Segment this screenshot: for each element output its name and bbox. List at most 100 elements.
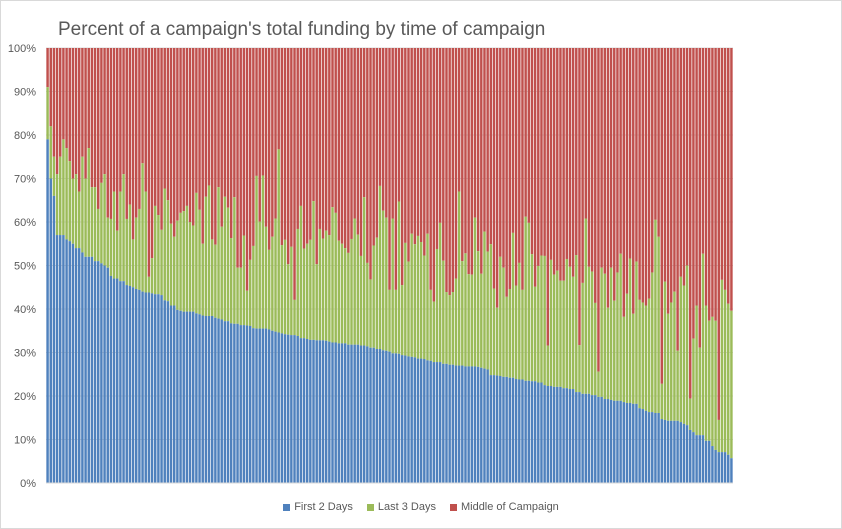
bar-middle-of-campaign xyxy=(350,48,353,239)
bar-last-3-days xyxy=(169,223,173,306)
bar-middle-of-campaign xyxy=(150,48,154,259)
bar-last-3-days xyxy=(138,208,141,290)
legend-label: Middle of Campaign xyxy=(460,501,559,513)
bar-middle-of-campaign xyxy=(442,48,445,261)
bar-middle-of-campaign xyxy=(128,48,132,205)
bar-last-3-days xyxy=(530,254,534,382)
bar-last-3-days xyxy=(723,289,727,453)
bar-last-3-days xyxy=(385,217,388,351)
bar-last-3-days xyxy=(429,289,432,361)
bar-middle-of-campaign xyxy=(419,48,423,243)
bar-middle-of-campaign xyxy=(157,48,160,216)
bar-middle-of-campaign xyxy=(492,48,496,289)
bar-last-3-days xyxy=(157,215,160,295)
bar-first-2-days xyxy=(518,379,521,483)
bar-last-3-days xyxy=(112,191,116,279)
bar-middle-of-campaign xyxy=(635,48,638,262)
bar-last-3-days xyxy=(176,220,179,310)
y-tick-label: 20% xyxy=(14,391,36,403)
bar-last-3-days xyxy=(236,267,239,324)
bar-middle-of-campaign xyxy=(52,48,56,157)
bar-last-3-days xyxy=(109,218,113,276)
bar-middle-of-campaign xyxy=(283,48,287,240)
bar-first-2-days xyxy=(293,335,296,483)
bar-middle-of-campaign xyxy=(239,48,242,268)
bar-middle-of-campaign xyxy=(106,48,109,218)
bar-first-2-days xyxy=(442,363,445,483)
bar-last-3-days xyxy=(125,218,128,286)
bar-first-2-days xyxy=(578,392,581,483)
bar-first-2-days xyxy=(647,412,651,483)
bar-last-3-days xyxy=(704,305,708,441)
bar-middle-of-campaign xyxy=(356,48,360,235)
bar-middle-of-campaign xyxy=(277,48,280,150)
bar-first-2-days xyxy=(527,380,531,483)
bar-first-2-days xyxy=(632,403,635,483)
bar-first-2-days xyxy=(207,315,211,483)
bar-last-3-days xyxy=(404,242,407,356)
bar-last-3-days xyxy=(49,126,52,179)
bar-first-2-days xyxy=(71,243,75,483)
bar-last-3-days xyxy=(609,267,613,400)
bar-first-2-days xyxy=(157,294,160,483)
bar-first-2-days xyxy=(353,344,356,483)
bar-middle-of-campaign xyxy=(413,48,417,245)
bar-first-2-days xyxy=(100,263,103,483)
bar-first-2-days xyxy=(495,375,499,483)
bar-first-2-days xyxy=(242,325,246,483)
bar-first-2-days xyxy=(46,139,49,483)
bar-first-2-days xyxy=(613,400,616,483)
bar-middle-of-campaign xyxy=(708,48,711,321)
bar-last-3-days xyxy=(100,182,103,264)
bar-last-3-days xyxy=(461,261,464,366)
bar-first-2-days xyxy=(350,344,353,483)
bar-middle-of-campaign xyxy=(524,48,527,217)
bar-middle-of-campaign xyxy=(556,48,559,271)
bar-first-2-days xyxy=(220,319,223,483)
bar-middle-of-campaign xyxy=(451,48,455,293)
bar-first-2-days xyxy=(274,331,277,483)
bar-middle-of-campaign xyxy=(530,48,534,255)
bar-first-2-days xyxy=(625,402,629,483)
bar-middle-of-campaign xyxy=(426,48,429,234)
bar-middle-of-campaign xyxy=(78,48,81,192)
bar-middle-of-campaign xyxy=(467,48,470,275)
bar-first-2-days xyxy=(730,458,733,483)
bar-middle-of-campaign xyxy=(404,48,407,243)
bar-middle-of-campaign xyxy=(195,48,198,193)
bar-first-2-days xyxy=(670,420,673,483)
bar-last-3-days xyxy=(679,276,682,423)
bar-middle-of-campaign xyxy=(616,48,619,273)
bar-last-3-days xyxy=(55,174,59,236)
bar-middle-of-campaign xyxy=(375,48,379,238)
bar-first-2-days xyxy=(255,328,258,483)
bar-middle-of-campaign xyxy=(115,48,119,231)
bar-first-2-days xyxy=(331,342,334,483)
bar-last-3-days xyxy=(220,226,223,320)
bar-last-3-days xyxy=(486,251,489,370)
bar-last-3-days xyxy=(359,255,363,346)
bar-first-2-days xyxy=(717,452,720,483)
bar-middle-of-campaign xyxy=(540,48,543,256)
bar-first-2-days xyxy=(347,344,350,483)
bar-first-2-days xyxy=(666,420,670,483)
bar-first-2-days xyxy=(106,267,109,483)
bar-middle-of-campaign xyxy=(271,48,274,237)
bar-first-2-days xyxy=(318,340,322,483)
bar-last-3-days xyxy=(426,233,429,361)
bar-middle-of-campaign xyxy=(100,48,103,183)
bar-last-3-days xyxy=(274,218,277,332)
bar-last-3-days xyxy=(708,320,711,441)
bar-last-3-days xyxy=(318,228,322,341)
bar-last-3-days xyxy=(568,266,572,390)
bar-last-3-days xyxy=(480,273,483,368)
bar-first-2-days xyxy=(711,446,714,483)
bar-middle-of-campaign xyxy=(334,48,337,213)
bar-last-3-days xyxy=(473,217,477,367)
bar-last-3-days xyxy=(59,156,62,236)
bar-middle-of-campaign xyxy=(131,48,135,240)
bar-last-3-days xyxy=(305,243,309,340)
bar-middle-of-campaign xyxy=(166,48,170,201)
bar-first-2-days xyxy=(689,429,692,483)
